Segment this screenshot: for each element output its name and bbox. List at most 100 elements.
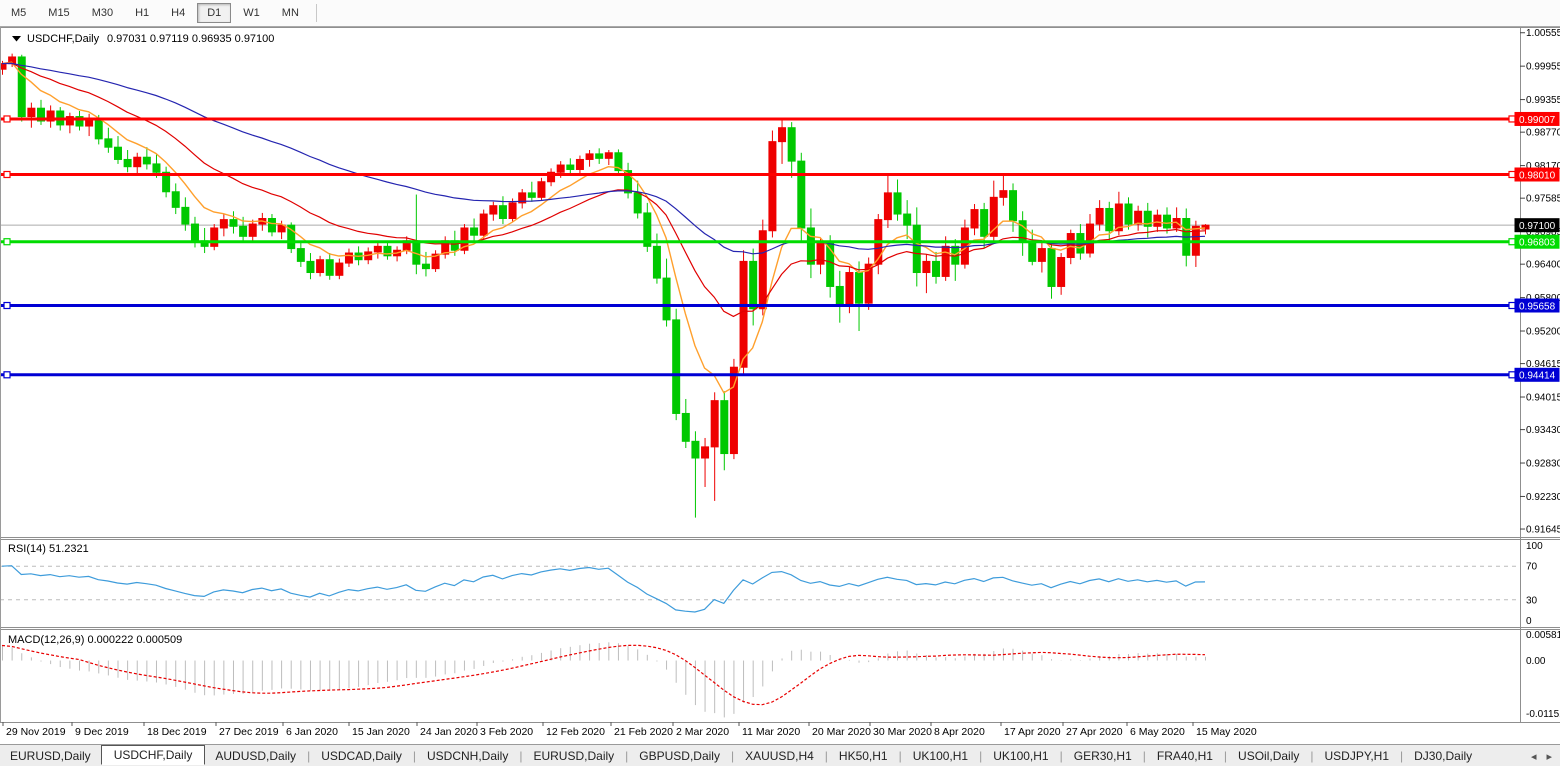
candle-body (633, 192, 642, 214)
candle-body (845, 272, 854, 307)
symbol-tab-audusd[interactable]: AUDUSD,Daily (215, 749, 297, 763)
price-tick-label: 0.96985 (1526, 227, 1560, 238)
candle-body (27, 107, 36, 118)
price-badge (1514, 111, 1560, 126)
date-tick-label: 29 Nov 2019 (6, 726, 66, 738)
timeframe-button-m15[interactable]: M15 (48, 7, 70, 19)
line-handle[interactable] (3, 301, 11, 310)
symbol-tab-usdcad[interactable]: USDCAD,Daily (321, 749, 402, 763)
rsi-axis-label: 0 (1526, 616, 1532, 627)
symbol-tab-usdjpy[interactable]: USDJPY,H1 (1324, 749, 1389, 763)
candle-body (556, 164, 565, 173)
tab-scroll-nav: ◂ ▸ (1531, 750, 1560, 763)
tab-separator: | (1142, 749, 1146, 763)
candle-body (316, 259, 325, 274)
candle-body (46, 110, 55, 122)
symbol-tab-ger30[interactable]: GER30,H1 (1073, 749, 1132, 763)
candle-body (181, 206, 190, 225)
symbol-tab-usoil[interactable]: USOil,Daily (1238, 749, 1300, 763)
date-tick-label: 9 Dec 2019 (75, 726, 129, 738)
candle-body (980, 209, 989, 237)
timeframe-toolbar: M5 M15 M30 H1 H4 D1 W1 MN (0, 0, 1560, 27)
candle-body (547, 171, 556, 183)
symbol-tab-hk50[interactable]: HK50,H1 (838, 749, 888, 763)
timeframe-button-m30[interactable]: M30 (91, 7, 114, 19)
date-tick-label: 20 Mar 2020 (812, 726, 871, 738)
symbol-tab-xauusd[interactable]: XAUUSD,H4 (745, 749, 814, 763)
timeframe-button-d1[interactable]: D1 (197, 3, 232, 23)
indicator-panes-layer (0, 565, 1520, 718)
candle-body (662, 277, 671, 321)
tab-separator: | (1400, 749, 1404, 763)
candle-body (190, 223, 199, 242)
date-tick-label: 6 Jan 2020 (286, 726, 338, 738)
price-badges-layer: 0.99007 0.98010 0.96803 0.95658 0.94414 0.971… (1514, 111, 1560, 382)
date-tick-label: 24 Jan 2020 (420, 726, 478, 738)
timeframe-button-w1[interactable]: W1 (243, 7, 260, 19)
candle-body (1095, 207, 1104, 225)
candle-body (816, 241, 825, 265)
candle-body (1105, 207, 1114, 232)
candle-body (229, 219, 238, 227)
symbol-tab-gbpusd[interactable]: GBPUSD,Daily (639, 749, 720, 763)
candle-body (595, 153, 604, 159)
line-handle[interactable] (3, 115, 11, 123)
symbol-tab-eurusd[interactable]: EURUSD,Daily (10, 749, 91, 763)
date-tick-label: 6 May 2020 (1130, 726, 1185, 738)
candle-body (989, 196, 998, 237)
candle-body (912, 224, 921, 274)
candle-body (239, 225, 248, 237)
candle-body (893, 192, 902, 215)
candle-body (210, 227, 219, 247)
symbol-tab-uk100[interactable]: UK100,H1 (912, 749, 969, 763)
symbol-tab-eurusd[interactable]: EURUSD,Daily (533, 749, 615, 763)
timeframe-button-m5[interactable]: M5 (11, 7, 27, 19)
tab-scroll-right-icon[interactable]: ▸ (1546, 750, 1552, 763)
candle-body (1009, 190, 1018, 222)
line-handle[interactable] (3, 371, 11, 379)
tab-separator: | (519, 749, 523, 763)
price-tick-label: 0.92230 (1526, 492, 1560, 503)
line-handle[interactable] (1508, 371, 1516, 379)
tab-scroll-left-icon[interactable]: ◂ (1530, 750, 1537, 763)
line-handle[interactable] (1508, 170, 1516, 179)
price-tick-label: 0.98170 (1526, 161, 1560, 172)
chart-canvas: 1.00555 0.99955 0.99355 0.98770 0.98170 0.975… (0, 27, 1560, 738)
candle-body (248, 223, 257, 237)
candle-body (296, 248, 305, 262)
line-handle[interactable] (1508, 115, 1516, 123)
timeframe-button-h4[interactable]: H4 (171, 7, 186, 19)
candle-body (1134, 210, 1143, 225)
price-tick-label: 0.99955 (1526, 62, 1560, 73)
candle-body (1047, 248, 1056, 287)
date-tick-label: 3 Feb 2020 (480, 726, 533, 738)
macd-axis-label: -0.011515 (1526, 709, 1560, 720)
candle-body (883, 192, 892, 221)
timeframe-button-mn[interactable]: MN (281, 7, 299, 19)
candle-body (672, 319, 681, 414)
symbol-dropdown-icon[interactable] (12, 36, 21, 42)
candle-body (566, 164, 575, 170)
timeframe-button-h1[interactable]: H1 (135, 7, 150, 19)
symbol-tab-uk100[interactable]: UK100,H1 (993, 749, 1049, 763)
symbol-tab-dj30[interactable]: DJ30,Daily (1414, 749, 1473, 763)
price-tick-label: 0.96400 (1526, 260, 1560, 271)
rsi-indicator-label: RSI(14) 51.2321 (8, 543, 89, 555)
line-handle[interactable] (3, 238, 11, 246)
candle-body (498, 205, 507, 220)
candle-body (94, 118, 103, 140)
symbol-tab-usdchf-active[interactable]: USDCHF,Daily (100, 745, 206, 765)
symbol-tab-fra40[interactable]: FRA40,H1 (1156, 749, 1213, 763)
axes-layer: 1.00555 0.99955 0.99355 0.98770 0.98170 0.975… (0, 27, 1560, 738)
candle-body (75, 116, 84, 127)
line-handle[interactable] (1508, 301, 1516, 310)
date-tick-label: 15 Jan 2020 (352, 726, 410, 738)
symbol-tab-usdcnh[interactable]: USDCNH,Daily (427, 749, 509, 763)
line-handle[interactable] (1508, 238, 1516, 246)
candle-body (999, 190, 1008, 198)
macd-axis-label: 0.00 (1526, 656, 1546, 667)
candle-body (489, 205, 498, 215)
candle-body (470, 227, 479, 236)
candle-body (1114, 203, 1123, 232)
line-handle[interactable] (3, 170, 11, 179)
